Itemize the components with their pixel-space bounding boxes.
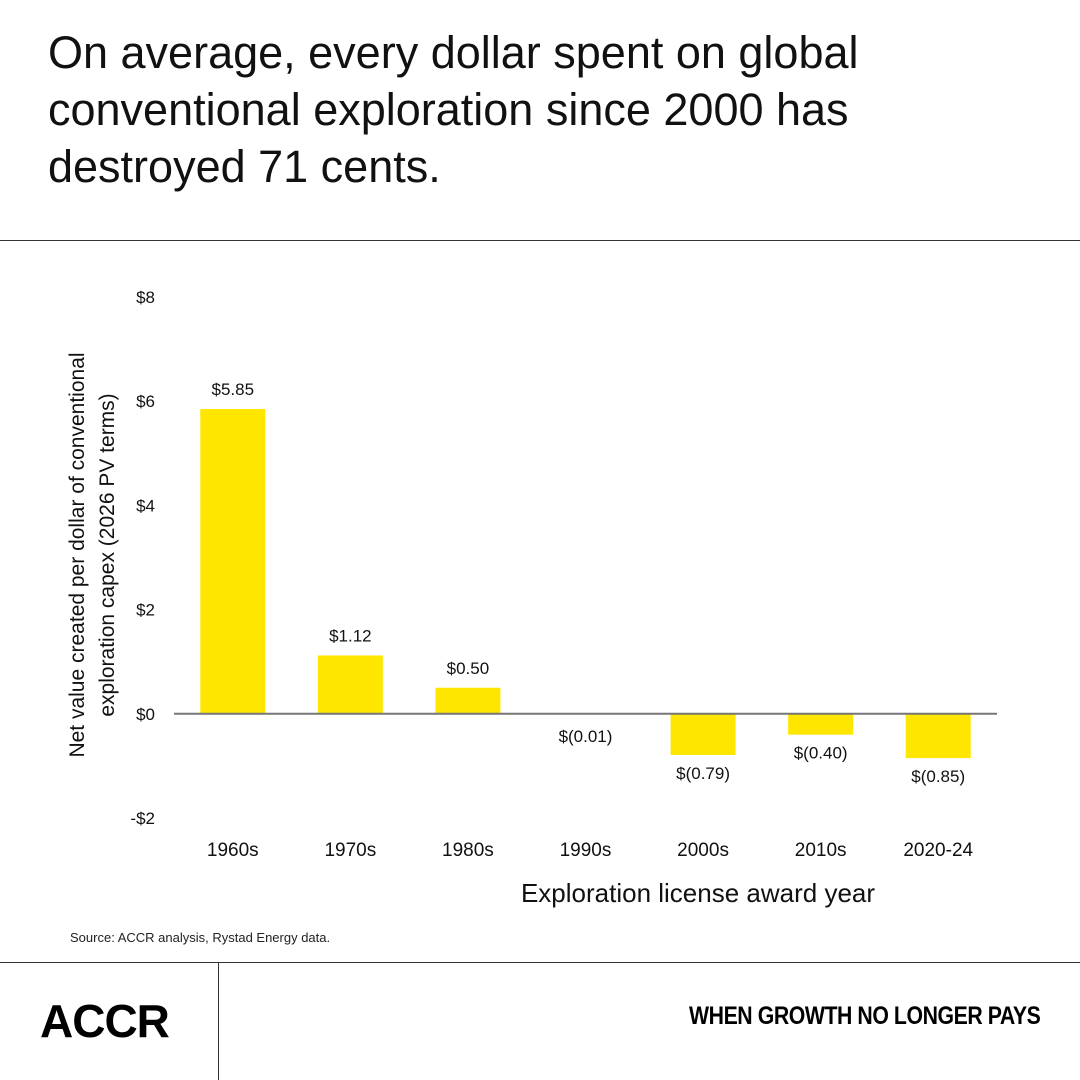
data-label: $1.12 (329, 626, 372, 645)
y-axis-label: exploration capex (2026 PV terms) (96, 393, 119, 716)
x-tick-label: 2000s (677, 840, 729, 861)
data-label: $0.50 (447, 659, 490, 678)
bar-2000s (670, 713, 736, 755)
data-label: $(0.40) (794, 744, 848, 763)
y-tick-label: $8 (136, 288, 155, 307)
bar-1970s (317, 655, 383, 714)
x-tick-label: 1970s (324, 840, 376, 861)
y-tick-label: -$2 (130, 809, 155, 828)
bar-1960s (200, 409, 266, 714)
y-tick-label: $6 (136, 392, 155, 411)
y-tick-label: $2 (136, 601, 155, 620)
data-label: $(0.01) (559, 727, 613, 746)
source-note: Source: ACCR analysis, Rystad Energy dat… (70, 930, 331, 945)
x-tick-label: 2010s (795, 840, 847, 861)
x-tick-label: 1980s (442, 840, 494, 861)
bar-2020-24 (905, 713, 971, 759)
x-tick-label: 1990s (560, 840, 612, 861)
y-axis-label: Net value created per dollar of conventi… (66, 352, 89, 757)
divider (0, 240, 1080, 241)
x-tick-label: 1960s (207, 840, 259, 861)
y-tick-label: $4 (136, 496, 155, 515)
footer-vertical-divider (218, 963, 219, 1080)
accr-logo: ACCR (40, 995, 170, 1047)
data-label: $(0.79) (676, 764, 730, 783)
page-title: On average, every dollar spent on global… (48, 27, 859, 192)
bar-1980s (435, 687, 501, 714)
data-label: $(0.85) (911, 767, 965, 786)
tagline: WHEN GROWTH NO LONGER PAYS (688, 1002, 1041, 1030)
x-axis-label: Exploration license award year (521, 878, 875, 908)
y-tick-label: $0 (136, 705, 155, 724)
data-label: $5.85 (212, 380, 255, 399)
footer-divider (0, 962, 1080, 963)
x-tick-label: 2020-24 (903, 840, 973, 861)
bar-2010s (788, 713, 854, 735)
